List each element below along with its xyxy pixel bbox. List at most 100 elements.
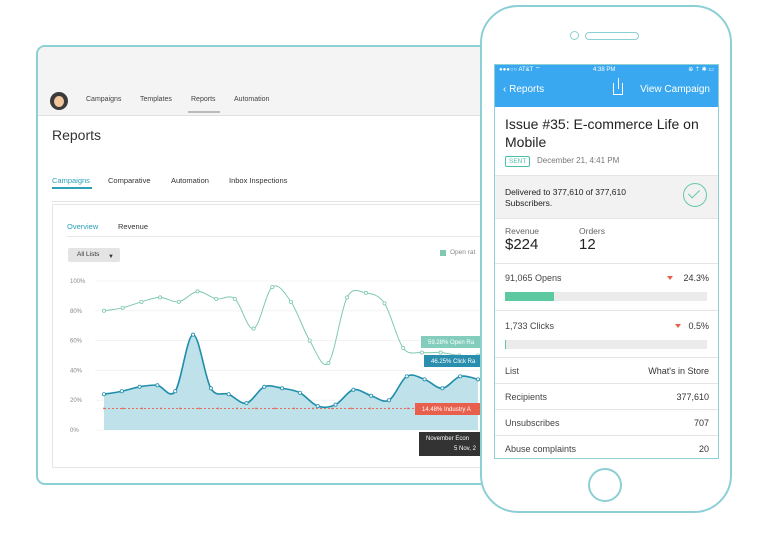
data-point	[232, 296, 237, 301]
nav-templates[interactable]: Templates	[140, 96, 172, 103]
subtab-overview[interactable]: Overview	[67, 222, 99, 231]
opens-progress	[505, 292, 707, 301]
data-point	[307, 338, 312, 343]
industry-point	[388, 407, 390, 410]
nav-campaigns[interactable]: Campaigns	[86, 96, 122, 103]
trend-down-icon	[675, 324, 681, 328]
industry-point	[198, 407, 200, 410]
divider	[495, 409, 718, 410]
status-icons: ⊕ ⇡ ✱ ▭	[688, 67, 714, 73]
mailchimp-logo-icon[interactable]	[50, 92, 68, 110]
tooltip-text: 46.25% Click Ra	[431, 359, 476, 365]
y-tick-label: 100%	[70, 279, 86, 285]
y-tick-label: 20%	[70, 398, 83, 404]
opens-label: 91,065 Opens	[505, 273, 562, 283]
y-tick-label: 0%	[70, 428, 79, 434]
industry-point	[179, 407, 181, 410]
industry-point	[274, 407, 276, 410]
tab-automation[interactable]: Automation	[171, 176, 209, 185]
y-tick-label: 40%	[70, 368, 83, 374]
data-point	[139, 299, 144, 304]
camera-icon	[570, 31, 579, 40]
tooltip-text: November Econ	[426, 436, 469, 442]
data-point	[422, 377, 427, 382]
industry-point	[217, 407, 219, 410]
data-point	[440, 386, 445, 391]
orders-value: 12	[579, 236, 596, 253]
revenue-value: $224	[505, 236, 539, 253]
y-tick-label: 80%	[70, 309, 83, 315]
check-circle-icon	[683, 183, 707, 207]
divider	[495, 435, 718, 436]
legend-swatch	[440, 250, 446, 256]
data-point	[345, 295, 350, 300]
data-point	[326, 360, 331, 365]
data-point	[102, 308, 107, 313]
app-header: ‹ Reports View Campaign	[495, 76, 718, 107]
delivery-summary: Delivered to 377,610 of 377,610 Subscrib…	[495, 175, 718, 219]
home-button[interactable]	[588, 468, 622, 502]
industry-point	[103, 407, 105, 410]
click-rate-area	[104, 334, 478, 430]
status-bar: ●●●○○ AT&T ⌔ 4:38 PM ⊕ ⇡ ✱ ▭	[495, 65, 718, 76]
data-point	[404, 374, 409, 379]
data-point	[214, 296, 219, 301]
tabs-divider	[52, 201, 480, 202]
data-point	[369, 393, 374, 398]
view-campaign-button[interactable]: View Campaign	[640, 84, 710, 95]
nav-reports[interactable]: Reports	[191, 96, 216, 103]
abuse-value: 20	[698, 444, 709, 454]
data-point	[173, 389, 178, 394]
industry-point	[141, 407, 143, 410]
data-point	[195, 289, 200, 294]
data-point	[280, 386, 285, 391]
tooltip-text: 5 Nov, 2	[454, 446, 477, 452]
data-point	[244, 401, 249, 406]
chart-tooltip	[419, 432, 482, 456]
data-point	[226, 392, 231, 397]
subtabs-divider	[67, 236, 480, 237]
list-filter-dropdown[interactable]: All Lists ▼	[68, 248, 120, 262]
opens-progress-fill	[505, 292, 555, 301]
industry-point	[293, 407, 295, 410]
industry-point	[312, 407, 314, 410]
industry-point	[369, 407, 371, 410]
subtab-revenue[interactable]: Revenue	[118, 222, 149, 231]
clicks-percent: 0.5%	[688, 321, 709, 331]
tab-comparative[interactable]: Comparative	[108, 176, 151, 185]
industry-point	[350, 407, 352, 410]
data-point	[288, 299, 293, 304]
data-point	[438, 350, 443, 355]
chart-tooltip	[424, 355, 482, 367]
trend-down-icon	[667, 276, 673, 280]
data-point	[363, 290, 368, 295]
data-point	[155, 383, 160, 388]
data-point	[475, 377, 480, 382]
data-point	[120, 305, 125, 310]
sent-badge: SENT	[505, 156, 531, 167]
data-point	[333, 402, 338, 407]
opens-percent: 24.3%	[683, 273, 709, 283]
back-button[interactable]: ‹ Reports	[503, 84, 545, 95]
list-row-value: What's in Store	[648, 366, 709, 376]
data-point	[351, 387, 356, 392]
abuse-label: Abuse complaints	[505, 444, 577, 454]
sent-date: December 21, 4:41 PM	[537, 156, 620, 165]
delivery-text: Delivered to 377,610 of 377,610 Subscrib…	[505, 187, 626, 208]
divider	[495, 357, 718, 358]
recipients-label: Recipients	[505, 392, 548, 402]
data-point	[401, 346, 406, 351]
data-point	[191, 332, 196, 337]
tab-campaigns[interactable]: Campaigns	[52, 176, 90, 185]
share-icon[interactable]	[613, 78, 623, 95]
y-tick-label: 60%	[70, 339, 83, 345]
data-point	[315, 404, 320, 409]
list-row-label: List	[505, 366, 520, 376]
revenue-label: Revenue	[505, 226, 540, 236]
chart-tooltip	[415, 403, 482, 415]
status-carrier: ●●●○○ AT&T ⌔	[499, 67, 541, 73]
nav-automation[interactable]: Automation	[234, 96, 270, 103]
data-point	[208, 386, 213, 391]
data-point	[176, 299, 181, 304]
tab-inbox-inspections[interactable]: Inbox Inspections	[229, 176, 288, 185]
